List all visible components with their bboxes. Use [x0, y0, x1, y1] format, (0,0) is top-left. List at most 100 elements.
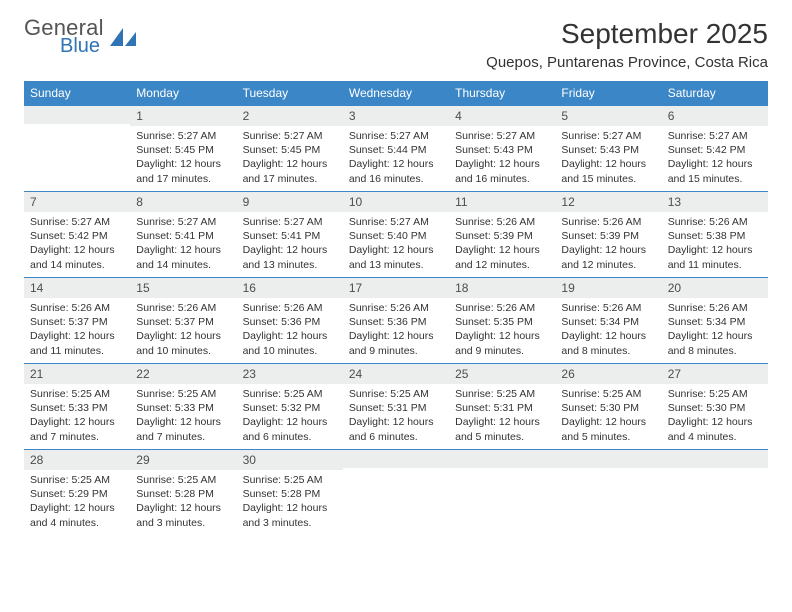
sunrise-value: 5:27 AM	[603, 130, 642, 142]
day-info: Sunrise: 5:27 AMSunset: 5:42 PMDaylight:…	[24, 212, 130, 276]
sunset-value: 5:41 PM	[281, 230, 320, 242]
day-info: Sunrise: 5:25 AMSunset: 5:28 PMDaylight:…	[130, 470, 236, 534]
day-number: 20	[662, 277, 768, 298]
sunrise-label: Sunrise:	[243, 474, 282, 486]
day-info: Sunrise: 5:27 AMSunset: 5:45 PMDaylight:…	[237, 126, 343, 190]
sunrise-value: 5:27 AM	[71, 216, 110, 228]
day-number: 12	[555, 191, 661, 212]
sunrise-label: Sunrise:	[561, 388, 600, 400]
day-number: 29	[130, 449, 236, 470]
day-info: Sunrise: 5:27 AMSunset: 5:41 PMDaylight:…	[130, 212, 236, 276]
calendar-day-cell	[555, 449, 661, 535]
day-info: Sunrise: 5:26 AMSunset: 5:39 PMDaylight:…	[555, 212, 661, 276]
daylight-label: Daylight:	[243, 158, 284, 170]
daylight-label: Daylight:	[349, 330, 390, 342]
sunset-value: 5:31 PM	[494, 402, 533, 414]
sunset-value: 5:35 PM	[494, 316, 533, 328]
calendar-day-cell: 27Sunrise: 5:25 AMSunset: 5:30 PMDayligh…	[662, 363, 768, 449]
daylight-label: Daylight:	[30, 502, 71, 514]
calendar-day-cell: 1Sunrise: 5:27 AMSunset: 5:45 PMDaylight…	[130, 105, 236, 191]
calendar-day-cell: 2Sunrise: 5:27 AMSunset: 5:45 PMDaylight…	[237, 105, 343, 191]
sunrise-value: 5:27 AM	[390, 130, 429, 142]
month-title: September 2025	[486, 18, 768, 50]
daylight-label: Daylight:	[349, 416, 390, 428]
sunset-label: Sunset:	[30, 230, 66, 242]
day-number: 6	[662, 105, 768, 126]
day-info: Sunrise: 5:26 AMSunset: 5:36 PMDaylight:…	[237, 298, 343, 362]
title-block: September 2025 Quepos, Puntarenas Provin…	[486, 18, 768, 71]
sunrise-value: 5:26 AM	[178, 302, 217, 314]
daylight-label: Daylight:	[561, 416, 602, 428]
sunrise-value: 5:25 AM	[709, 388, 748, 400]
sunrise-value: 5:26 AM	[709, 302, 748, 314]
calendar-day-cell: 18Sunrise: 5:26 AMSunset: 5:35 PMDayligh…	[449, 277, 555, 363]
sunrise-value: 5:27 AM	[178, 216, 217, 228]
sunset-label: Sunset:	[455, 144, 491, 156]
day-number: 13	[662, 191, 768, 212]
day-info: Sunrise: 5:26 AMSunset: 5:39 PMDaylight:…	[449, 212, 555, 276]
sunset-value: 5:44 PM	[387, 144, 426, 156]
daylight-label: Daylight:	[455, 158, 496, 170]
header: General Blue September 2025 Quepos, Punt…	[24, 18, 768, 71]
calendar-day-cell: 3Sunrise: 5:27 AMSunset: 5:44 PMDaylight…	[343, 105, 449, 191]
calendar-week-row: 21 Sunrise: 5:25 AM Sunset: 5:33 PM Dayligh…	[24, 363, 768, 449]
calendar-body: 1Sunrise: 5:27 AMSunset: 5:45 PMDaylight…	[24, 105, 768, 535]
day-info: Sunrise: 5:25 AMSunset: 5:30 PMDaylight:…	[555, 384, 661, 448]
day-info: Sunrise: 5:27 AMSunset: 5:42 PMDaylight:…	[662, 126, 768, 190]
day-info: Sunrise: 5:25 AM Sunset: 5:31 PM Daylight:…	[343, 384, 449, 448]
day-number	[555, 449, 661, 468]
sunrise-value: 5:25 AM	[71, 388, 110, 400]
sunset-label: Sunset:	[30, 488, 66, 500]
daylight-label: Daylight:	[668, 244, 709, 256]
day-number: 21	[24, 363, 130, 384]
logo-text: General Blue	[24, 18, 104, 56]
calendar-week-row: 28Sunrise: 5:25 AMSunset: 5:29 PMDayligh…	[24, 449, 768, 535]
calendar-day-cell: 4Sunrise: 5:27 AMSunset: 5:43 PMDaylight…	[449, 105, 555, 191]
weekday-header: Tuesday	[237, 81, 343, 105]
sunrise-label: Sunrise:	[455, 302, 494, 314]
sunset-value: 5:42 PM	[69, 230, 108, 242]
daylight-label: Daylight:	[561, 244, 602, 256]
sunset-value: 5:37 PM	[69, 316, 108, 328]
logo: General Blue	[24, 18, 136, 56]
sunset-value: 5:43 PM	[494, 144, 533, 156]
sunset-value: 5:40 PM	[387, 230, 426, 242]
sunset-value: 5:31 PM	[387, 402, 426, 414]
day-number: 7	[24, 191, 130, 212]
sunset-value: 5:43 PM	[600, 144, 639, 156]
sunrise-value: 5:25 AM	[178, 388, 217, 400]
sunset-label: Sunset:	[561, 316, 597, 328]
sunrise-label: Sunrise:	[668, 302, 707, 314]
sunset-value: 5:34 PM	[706, 316, 745, 328]
day-number: 30	[237, 449, 343, 470]
sunrise-label: Sunrise:	[349, 388, 388, 400]
day-number: 11	[449, 191, 555, 212]
day-number: 22	[130, 363, 236, 384]
calendar-day-cell: 15Sunrise: 5:26 AMSunset: 5:37 PMDayligh…	[130, 277, 236, 363]
sunrise-label: Sunrise:	[668, 130, 707, 142]
daylight-label: Daylight:	[455, 330, 496, 342]
sunrise-value: 5:27 AM	[390, 216, 429, 228]
day-number: 28	[24, 449, 130, 470]
day-info: Sunrise: 5:26 AMSunset: 5:36 PMDaylight:…	[343, 298, 449, 362]
sunrise-value: 5:25 AM	[497, 388, 536, 400]
sunset-label: Sunset:	[668, 230, 704, 242]
day-number: 3	[343, 105, 449, 126]
sunrise-label: Sunrise:	[136, 216, 175, 228]
sunrise-value: 5:26 AM	[284, 302, 323, 314]
daylight-label: Daylight:	[349, 158, 390, 170]
sunset-value: 5:33 PM	[175, 402, 214, 414]
calendar-day-cell	[662, 449, 768, 535]
daylight-label: Daylight:	[668, 330, 709, 342]
sunrise-value: 5:25 AM	[71, 474, 110, 486]
sunrise-value: 5:25 AM	[284, 474, 323, 486]
calendar-day-cell: 16Sunrise: 5:26 AMSunset: 5:36 PMDayligh…	[237, 277, 343, 363]
calendar-day-cell: 28Sunrise: 5:25 AMSunset: 5:29 PMDayligh…	[24, 449, 130, 535]
day-number: 2	[237, 105, 343, 126]
daylight-label: Daylight:	[30, 416, 71, 428]
sunrise-value: 5:25 AM	[390, 388, 429, 400]
calendar-day-cell: 13Sunrise: 5:26 AMSunset: 5:38 PMDayligh…	[662, 191, 768, 277]
sunset-value: 5:37 PM	[175, 316, 214, 328]
sunset-value: 5:30 PM	[706, 402, 745, 414]
sunset-label: Sunset:	[349, 402, 385, 414]
